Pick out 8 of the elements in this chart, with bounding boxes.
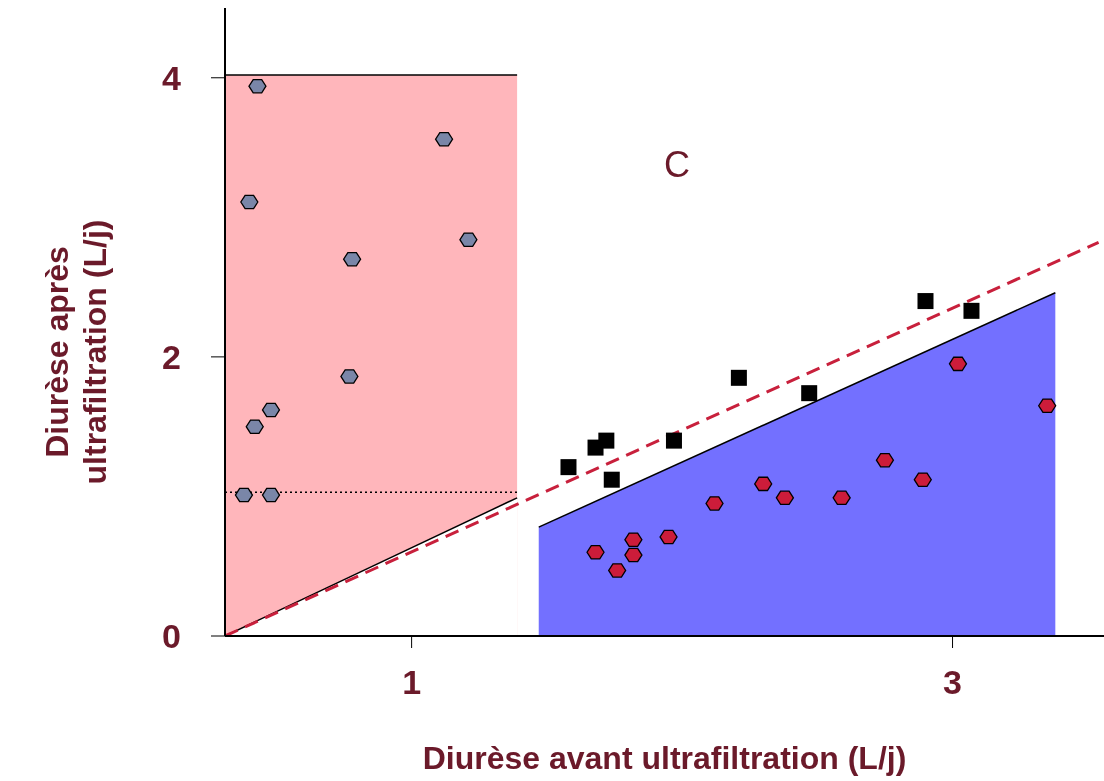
y-tick-label: 2 bbox=[162, 337, 181, 376]
x-tick-label: 3 bbox=[943, 663, 962, 702]
x-axis-title: Diurèse avant ultrafiltration (L/j) bbox=[422, 740, 907, 776]
x-tick-label: 1 bbox=[402, 663, 422, 702]
y-tick-label: 0 bbox=[162, 617, 181, 656]
y-tick-label: 4 bbox=[162, 58, 182, 97]
y-axis-title: Diurèse après ultrafiltration (L/j) bbox=[39, 219, 113, 485]
annotation: C bbox=[664, 144, 690, 186]
